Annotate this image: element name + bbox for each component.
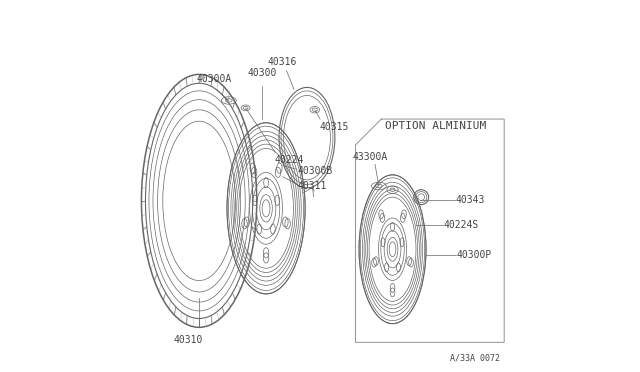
Text: 40343: 40343	[456, 195, 485, 205]
Text: A/33A 0072: A/33A 0072	[451, 354, 500, 363]
Text: 40315: 40315	[320, 122, 349, 132]
Text: 40224S: 40224S	[444, 220, 479, 230]
Text: 40300P: 40300P	[457, 250, 492, 260]
Text: 40300A: 40300A	[196, 74, 232, 84]
Text: 43300A: 43300A	[353, 152, 388, 162]
Text: OPTION ALMINIUM: OPTION ALMINIUM	[385, 121, 486, 131]
Text: 40316: 40316	[268, 57, 297, 67]
Text: 40300B: 40300B	[298, 166, 333, 176]
Text: 40310: 40310	[173, 335, 203, 345]
Text: 40224: 40224	[275, 155, 304, 166]
Text: 40311: 40311	[298, 181, 327, 191]
Text: 40300: 40300	[248, 68, 277, 78]
